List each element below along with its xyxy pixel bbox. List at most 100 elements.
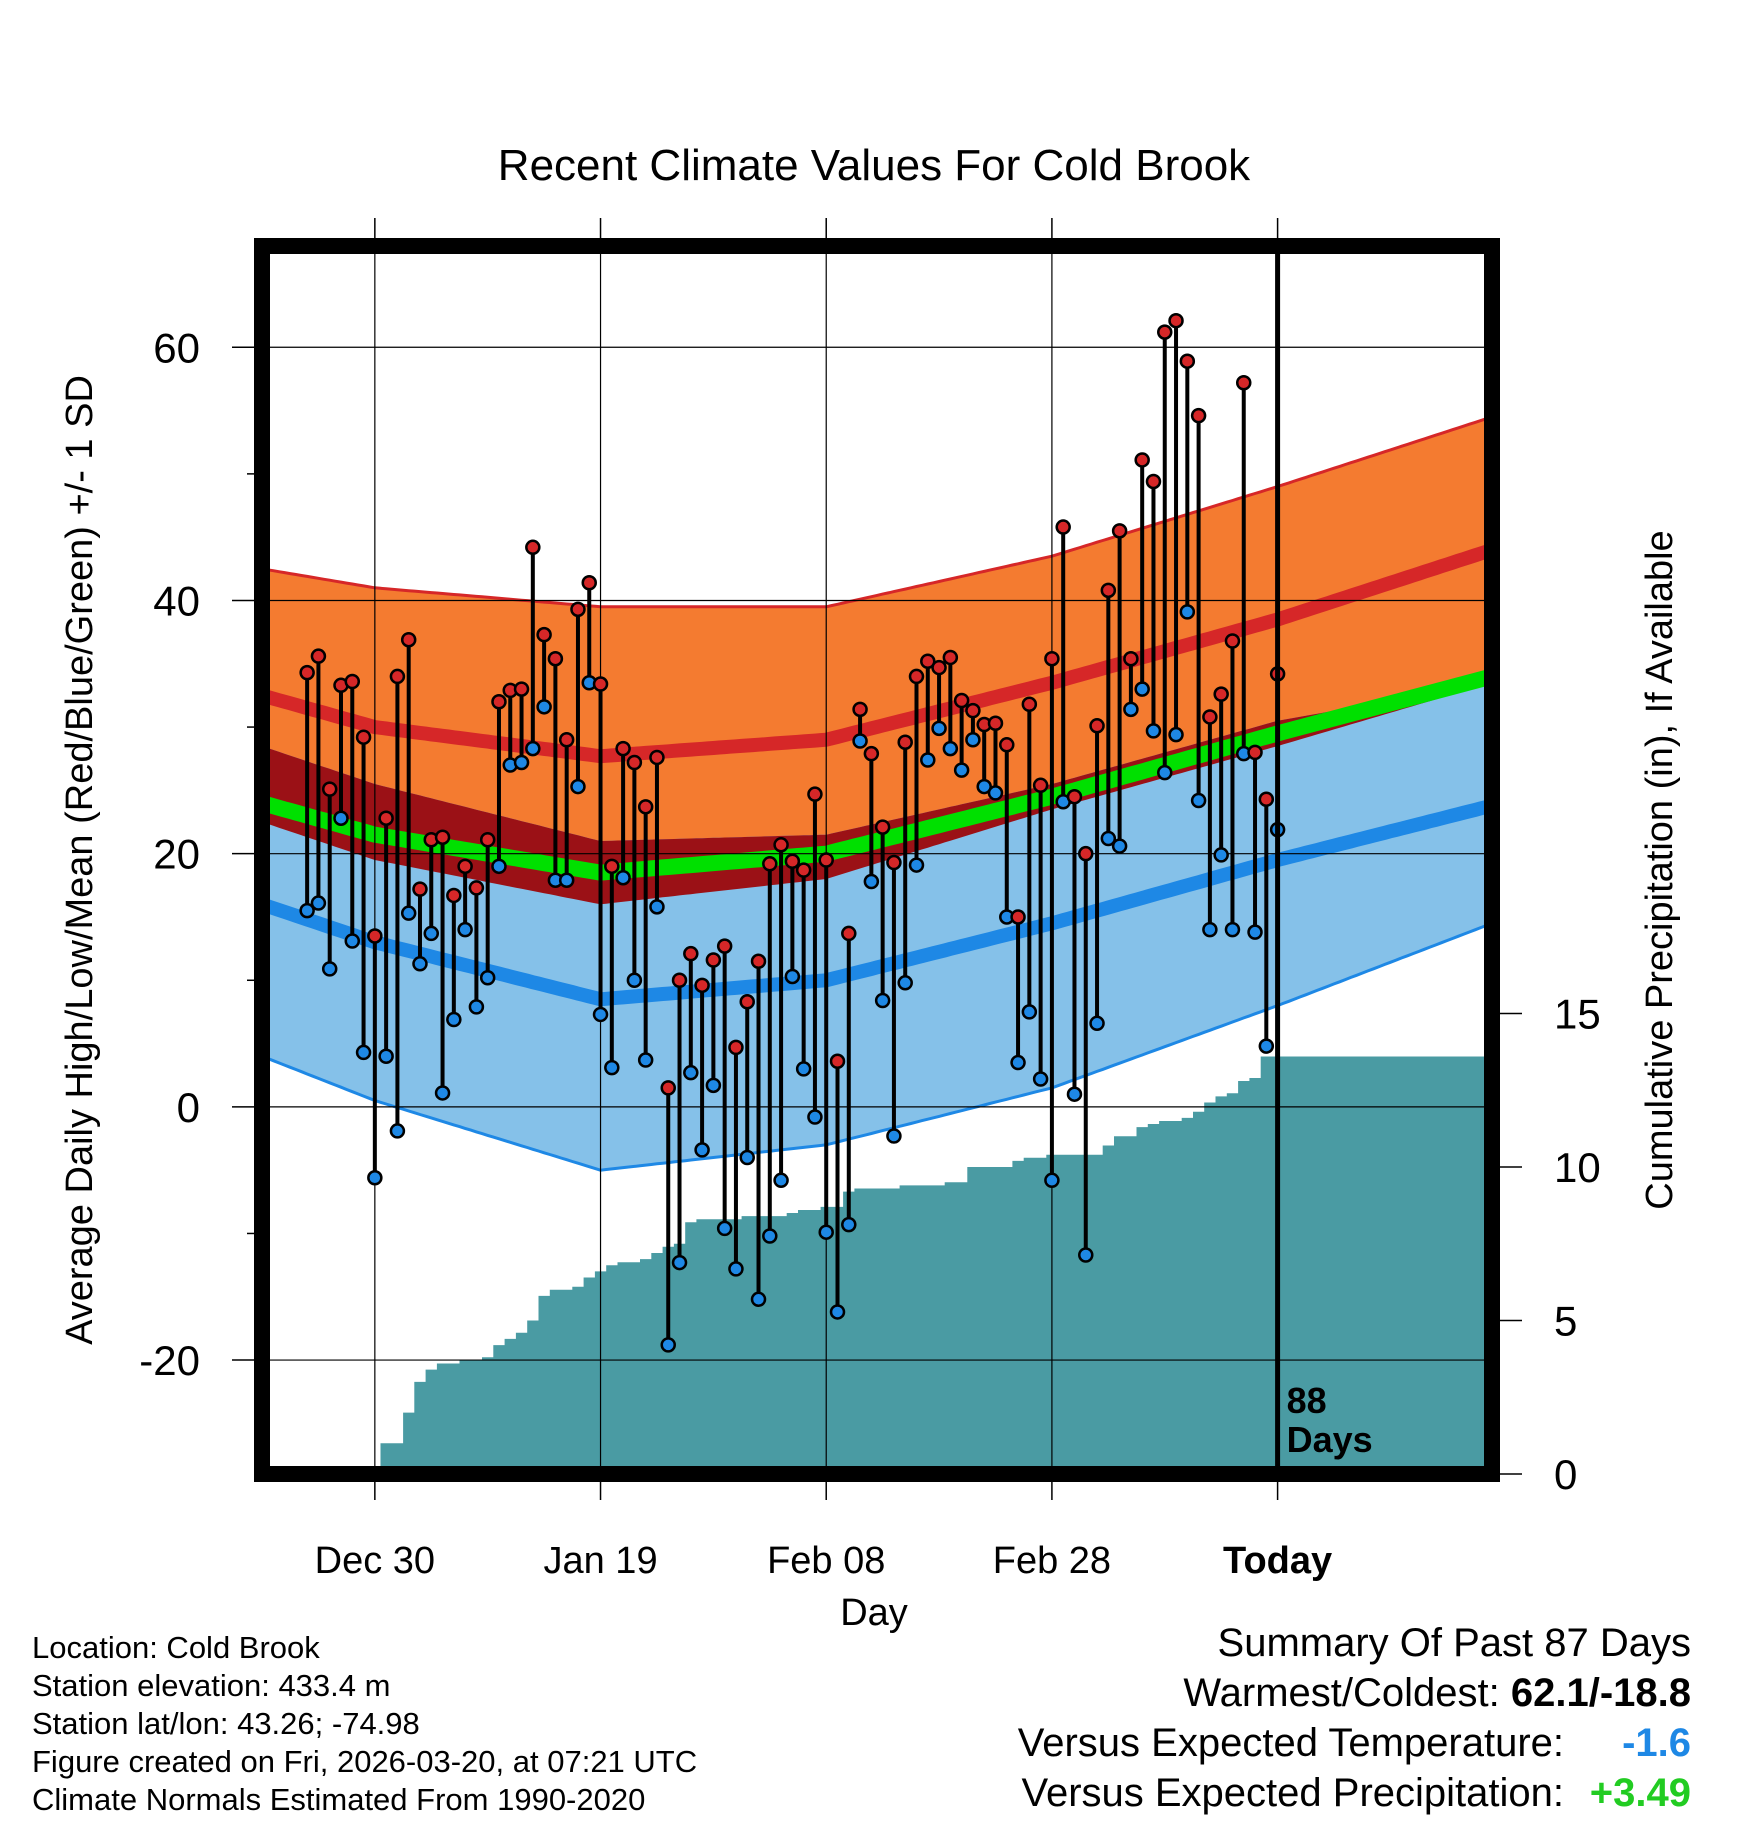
daily-high-point bbox=[965, 702, 981, 719]
daily-high-point bbox=[1123, 650, 1139, 667]
normal-low-line bbox=[262, 798, 1492, 1007]
daily-high-point bbox=[525, 539, 541, 556]
daily-low-point bbox=[299, 902, 315, 919]
daily-low-point bbox=[1157, 764, 1173, 781]
daily-high-point bbox=[953, 692, 970, 709]
daily-low-point bbox=[829, 1304, 846, 1320]
y-tick-label: -20 bbox=[139, 1337, 200, 1384]
daily-low-point bbox=[852, 733, 868, 749]
daily-high-point bbox=[1010, 909, 1026, 925]
daily-low-point bbox=[1021, 1004, 1038, 1020]
daily-high-point bbox=[1179, 353, 1196, 369]
daily-low-point bbox=[604, 1059, 620, 1076]
daily-low-point bbox=[1089, 1015, 1105, 1032]
daily-low-point bbox=[987, 785, 1004, 801]
normal-high-band bbox=[262, 416, 1492, 905]
daily-low-point bbox=[626, 972, 643, 989]
normal-overlap-band bbox=[262, 682, 1492, 905]
daily-low-point bbox=[558, 872, 575, 889]
normal-low-lower-edge bbox=[262, 921, 1492, 1172]
daily-high-point bbox=[1032, 777, 1049, 794]
y-axis-label: Average Daily High/Low/Mean (Red/Blue/Gr… bbox=[59, 375, 101, 1345]
daily-high-point bbox=[1066, 788, 1083, 805]
y-tick-label: 20 bbox=[153, 831, 200, 878]
daily-high-point bbox=[705, 952, 722, 968]
daily-low-point bbox=[784, 968, 801, 985]
daily-high-point bbox=[1213, 686, 1229, 702]
daily-high-point bbox=[412, 881, 428, 897]
daily-high-point bbox=[1258, 791, 1275, 807]
daily-low-point bbox=[965, 731, 981, 748]
daily-high-point bbox=[570, 601, 586, 618]
daily-high-point bbox=[615, 740, 631, 757]
daily-high-point bbox=[604, 858, 620, 875]
daily-low-point bbox=[446, 1011, 462, 1028]
temp-value: -1.6 bbox=[1622, 1721, 1691, 1765]
daily-high-point bbox=[807, 786, 823, 802]
x-tick-label: Dec 30 bbox=[315, 1540, 435, 1582]
warmest-coldest-value: 62.1/-18.8 bbox=[1510, 1671, 1691, 1715]
daily-high-point bbox=[908, 668, 925, 685]
daily-high-point bbox=[1078, 845, 1094, 862]
daily-high-point bbox=[795, 862, 812, 878]
daily-low-point bbox=[457, 921, 473, 938]
normal-low-band bbox=[262, 682, 1492, 1171]
daily-high-point bbox=[1055, 519, 1071, 535]
daily-low-point bbox=[705, 1077, 722, 1094]
daily-low-point bbox=[874, 992, 891, 1009]
x-tick-label: Feb 28 bbox=[993, 1540, 1111, 1582]
daily-low-point bbox=[1213, 847, 1229, 863]
created-text: Figure created on Fri, 2026-03-20, at 07… bbox=[32, 1744, 698, 1779]
normal-high-upper-edge bbox=[262, 415, 1492, 609]
daily-low-point bbox=[773, 1172, 789, 1189]
daily-low-point bbox=[525, 740, 541, 757]
daily-low-point bbox=[412, 956, 428, 972]
daily-low-point bbox=[1044, 1172, 1060, 1189]
daily-high-point bbox=[299, 664, 315, 681]
cumulative-precip-area bbox=[262, 1056, 1492, 1474]
daily-high-point bbox=[728, 1039, 744, 1056]
daily-high-point bbox=[344, 673, 361, 690]
daily-high-point bbox=[874, 819, 891, 835]
daily-high-point bbox=[942, 649, 959, 666]
daily-high-point bbox=[626, 754, 643, 771]
daily-low-point bbox=[863, 873, 880, 890]
daily-high-point bbox=[400, 631, 417, 648]
daily-high-point bbox=[1044, 650, 1060, 667]
daily-high-point bbox=[355, 729, 372, 745]
daily-low-point bbox=[953, 762, 970, 778]
daily-high-point bbox=[491, 694, 507, 710]
daily-low-point bbox=[908, 857, 925, 873]
plot-area bbox=[262, 246, 1492, 1474]
location-text: Location: Cold Brook bbox=[32, 1630, 320, 1665]
daily-high-point bbox=[694, 977, 710, 994]
daily-low-point bbox=[513, 754, 530, 771]
summary-heading: Summary Of Past 87 Days bbox=[1217, 1621, 1691, 1665]
daily-high-point bbox=[683, 945, 699, 962]
daily-high-point bbox=[1202, 709, 1218, 725]
daily-high-point bbox=[536, 626, 552, 643]
plot-frame bbox=[254, 238, 1500, 1482]
today-days-count: 88 bbox=[1287, 1380, 1327, 1421]
latlon-text: Station lat/lon: 43.26; -74.98 bbox=[32, 1706, 420, 1741]
daily-low-point bbox=[931, 720, 947, 737]
y2-tick-label: 5 bbox=[1554, 1298, 1577, 1345]
daily-high-point bbox=[863, 745, 880, 762]
daily-high-point bbox=[852, 701, 868, 718]
normal-mean-line bbox=[262, 668, 1492, 881]
daily-high-point bbox=[739, 994, 755, 1010]
normals-text: Climate Normals Estimated From 1990-2020 bbox=[32, 1782, 646, 1817]
daily-high-point bbox=[321, 781, 338, 797]
daily-high-point bbox=[1134, 452, 1150, 468]
daily-low-point bbox=[716, 1220, 733, 1237]
normal-high-line bbox=[262, 543, 1492, 764]
warmest-coldest-label: Warmest/Coldest: bbox=[1183, 1671, 1500, 1715]
daily-low-point bbox=[333, 810, 349, 826]
daily-high-point bbox=[1089, 718, 1105, 734]
daily-high-point bbox=[592, 676, 609, 692]
daily-high-point bbox=[818, 852, 834, 868]
daily-low-point bbox=[976, 778, 992, 795]
daily-low-point bbox=[739, 1149, 755, 1166]
daily-low-point bbox=[1258, 1038, 1275, 1054]
daily-low-point bbox=[637, 1052, 654, 1068]
